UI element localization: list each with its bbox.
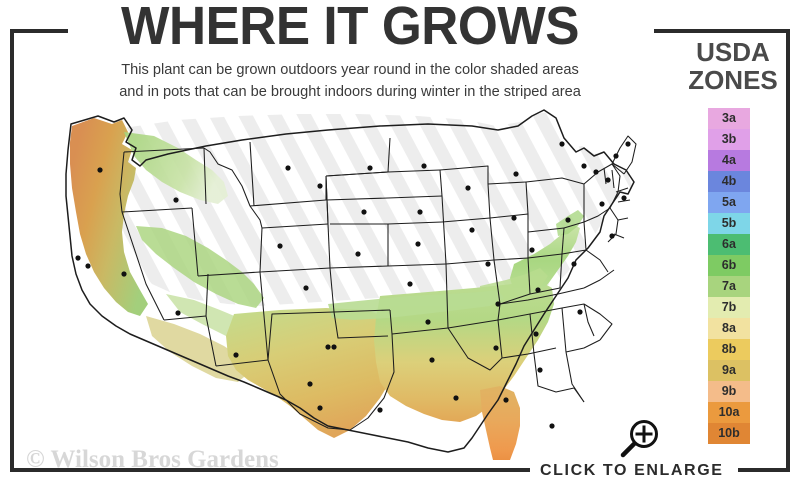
magnifier-plus-icon[interactable] [617,418,663,460]
usa-map-svg[interactable] [28,108,668,460]
legend-zone-9b[interactable]: 9b [708,381,750,402]
legend-zone-10b[interactable]: 10b [708,423,750,444]
click-to-enlarge-label[interactable]: CLICK TO ENLARGE [540,462,724,479]
legend-zone-list: 3a 3b 4a 4b 5a 5b 6a 6b 7a 7b 8a 8b 9a 9b 10a 10b [708,108,750,444]
legend-zone-label: 3a [722,111,736,126]
legend-zone-3a[interactable]: 3a [708,108,750,129]
map-state-borders [65,109,637,453]
frame-top-right-segment [654,29,790,33]
legend-zone-label: 10a [718,405,740,420]
legend-zone-label: 8b [721,342,737,357]
legend-zone-label: 7b [721,300,737,315]
map-colored-region-south-central [226,308,400,438]
legend-zone-label: 9a [722,363,736,378]
subtitle-line-1: This plant can be grown outdoors year ro… [121,62,579,78]
legend-zone-label: 5a [722,195,736,210]
frame-right-segment [786,29,790,472]
legend-zone-label: 7a [722,279,736,294]
frame-bottom-left-segment [10,468,530,472]
legend-zone-6a[interactable]: 6a [708,234,750,255]
legend-zone-7b[interactable]: 7b [708,297,750,318]
map-city-dots [75,141,631,429]
watermark: © Wilson Bros Gardens [26,446,279,473]
frame-top-left-segment [10,29,68,33]
map-colored-region-ohio-valley [328,290,504,320]
legend-zone-label: 4a [722,153,736,168]
legend-zone-label: 10b [718,426,740,441]
legend-zone-label: 5b [721,216,737,231]
legend-zone-8b[interactable]: 8b [708,339,750,360]
legend-zone-8a[interactable]: 8a [708,318,750,339]
legend-zone-10a[interactable]: 10a [708,402,750,423]
legend-heading-line-1: USDA [696,37,770,67]
page-subtitle: This plant can be grown outdoors year ro… [24,60,676,103]
legend-zone-3b[interactable]: 3b [708,129,750,150]
legend-zone-label: 4b [721,174,737,189]
frame-bottom-right-segment [738,468,790,472]
hardiness-zone-map[interactable] [28,108,668,460]
legend-zone-4a[interactable]: 4a [708,150,750,171]
legend-zone-label: 9b [721,384,737,399]
page-title: WHERE IT GROWS [121,0,579,56]
legend-zone-4b[interactable]: 4b [708,171,750,192]
map-colored-region-florida [480,386,520,460]
legend-zone-6b[interactable]: 6b [708,255,750,276]
legend-zone-label: 6b [721,258,737,273]
legend-zone-5b[interactable]: 5b [708,213,750,234]
legend-zone-label: 6a [722,237,736,252]
legend-heading: USDA ZONES [674,38,792,94]
subtitle-line-2: and in pots that can be brought indoors … [119,83,581,100]
map-colored-region-southeast [374,280,554,422]
legend-zone-9a[interactable]: 9a [708,360,750,381]
legend-zone-label: 3b [721,132,737,147]
legend-zone-5a[interactable]: 5a [708,192,750,213]
map-striped-region [116,112,632,306]
legend-heading-line-2: ZONES [688,65,778,96]
legend-zone-label: 8a [722,321,736,336]
legend-zone-7a[interactable]: 7a [708,276,750,297]
frame-left-segment [10,29,14,472]
